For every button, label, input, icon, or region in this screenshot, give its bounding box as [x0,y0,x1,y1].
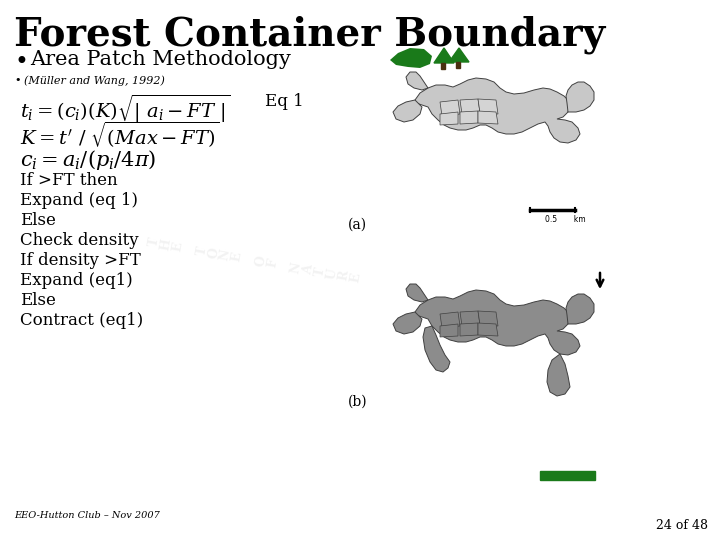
Text: EEO-Hutton Club – Nov 2007: EEO-Hutton Club – Nov 2007 [14,511,160,520]
Polygon shape [478,99,498,114]
Text: If density >FT: If density >FT [20,252,140,269]
Text: (Müller and Wang, 1992): (Müller and Wang, 1992) [24,75,165,85]
Text: T
H
E
 
T
O
N
E
 
O
F
 
N
A
T
U
R
E: T H E T O N E O F N A T U R E [147,235,363,285]
Text: (b): (b) [348,395,368,409]
Polygon shape [423,326,450,372]
Polygon shape [440,100,460,116]
Bar [441,63,445,69]
Polygon shape [434,48,454,63]
Polygon shape [547,354,570,396]
Text: Check density: Check density [20,232,139,249]
Polygon shape [449,48,469,62]
Text: $c_i = a_i/(p_i/4\pi)$: $c_i = a_i/(p_i/4\pi)$ [20,148,156,172]
Polygon shape [460,111,478,124]
Polygon shape [393,100,422,122]
Polygon shape [406,284,428,302]
Polygon shape [478,323,498,336]
Polygon shape [393,312,422,334]
Polygon shape [415,290,580,355]
Text: Expand (eq1): Expand (eq1) [20,272,132,289]
Text: •: • [14,75,20,85]
Polygon shape [478,111,498,124]
Polygon shape [415,78,580,143]
Polygon shape [566,82,594,112]
Text: •: • [14,50,28,74]
Polygon shape [460,99,480,114]
Polygon shape [478,311,498,326]
Text: Else: Else [20,292,56,309]
Text: $K = t^{\prime}\ /\ \sqrt{(Max - FT)}$: $K = t^{\prime}\ /\ \sqrt{(Max - FT)}$ [20,120,220,150]
Text: Contract (eq1): Contract (eq1) [20,312,143,329]
Text: $t_i = (c_i)(K)\sqrt{|\ a_i - FT\ |}$: $t_i = (c_i)(K)\sqrt{|\ a_i - FT\ |}$ [20,93,230,125]
Text: Else: Else [20,212,56,229]
Polygon shape [440,324,458,337]
Text: Area Patch Methodology: Area Patch Methodology [30,50,291,69]
Polygon shape [566,294,594,324]
Text: (a): (a) [348,218,367,232]
Polygon shape [390,48,432,68]
Bar [540,471,595,480]
Text: 0.5       km: 0.5 km [545,215,585,224]
Polygon shape [460,323,478,336]
Text: Eq 1: Eq 1 [265,93,304,110]
Text: 24 of 48: 24 of 48 [656,519,708,532]
Bar [456,62,460,68]
Polygon shape [460,311,480,326]
Text: Forest Container Boundary: Forest Container Boundary [14,15,606,53]
Polygon shape [440,112,458,125]
Text: If >FT then: If >FT then [20,172,117,189]
Polygon shape [440,312,460,328]
Text: Expand (eq 1): Expand (eq 1) [20,192,138,209]
Polygon shape [406,72,428,90]
